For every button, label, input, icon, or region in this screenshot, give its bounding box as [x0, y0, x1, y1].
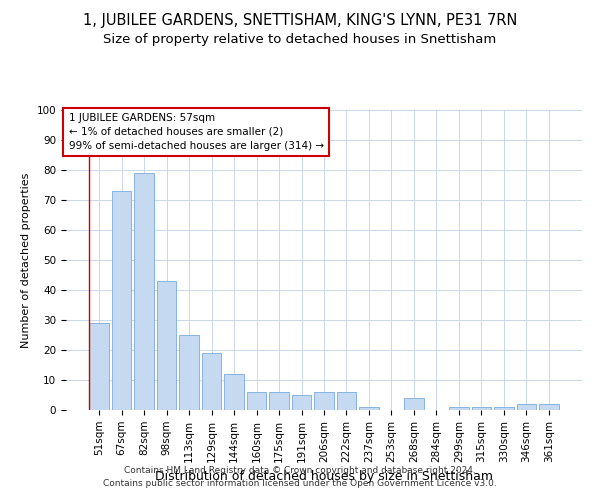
X-axis label: Distribution of detached houses by size in Snettisham: Distribution of detached houses by size …	[155, 470, 493, 483]
Bar	[269, 392, 289, 410]
Bar	[157, 281, 176, 410]
Bar	[89, 323, 109, 410]
Bar	[314, 392, 334, 410]
Bar	[337, 392, 356, 410]
Text: 1 JUBILEE GARDENS: 57sqm
← 1% of detached houses are smaller (2)
99% of semi-det: 1 JUBILEE GARDENS: 57sqm ← 1% of detache…	[68, 113, 324, 151]
Text: Contains HM Land Registry data © Crown copyright and database right 2024.
Contai: Contains HM Land Registry data © Crown c…	[103, 466, 497, 487]
Bar	[202, 353, 221, 410]
Bar	[134, 173, 154, 410]
Bar	[179, 335, 199, 410]
Bar	[359, 407, 379, 410]
Bar	[224, 374, 244, 410]
Bar	[292, 395, 311, 410]
Bar	[517, 404, 536, 410]
Bar	[404, 398, 424, 410]
Bar	[539, 404, 559, 410]
Y-axis label: Number of detached properties: Number of detached properties	[21, 172, 31, 348]
Bar	[112, 191, 131, 410]
Bar	[247, 392, 266, 410]
Bar	[472, 407, 491, 410]
Text: Size of property relative to detached houses in Snettisham: Size of property relative to detached ho…	[103, 32, 497, 46]
Bar	[449, 407, 469, 410]
Text: 1, JUBILEE GARDENS, SNETTISHAM, KING'S LYNN, PE31 7RN: 1, JUBILEE GARDENS, SNETTISHAM, KING'S L…	[83, 12, 517, 28]
Bar	[494, 407, 514, 410]
